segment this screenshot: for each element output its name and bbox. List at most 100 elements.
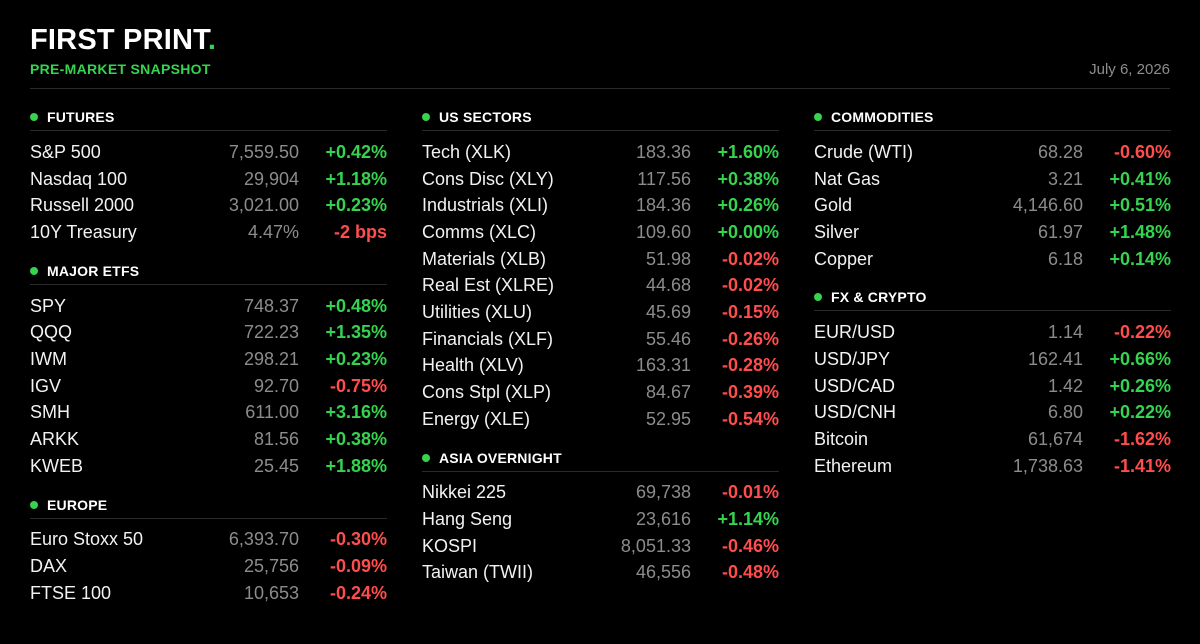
section-us-sectors: US SECTORS Tech (XLK) 183.36 +1.60% Cons Dis…	[422, 104, 779, 433]
instrument-change: +0.14%	[1109, 248, 1171, 269]
column-2: US SECTORS Tech (XLK) 183.36 +1.60% Cons Dis…	[422, 104, 779, 598]
section-futures: FUTURES S&P 500 7,559.50 +0.42% Nasdaq 100 29…	[30, 104, 387, 246]
instrument-change: +0.66%	[1109, 348, 1171, 369]
instrument-value: 92.70	[253, 375, 299, 396]
instrument-name: Health (XLV)	[422, 355, 524, 376]
instrument-name: FTSE 100	[30, 582, 112, 603]
instrument-name: Financials (XLF)	[422, 328, 554, 349]
instrument-change: -0.54%	[721, 408, 779, 429]
quote-row: Gold 4,146.60 +0.51%	[814, 192, 1171, 219]
instrument-value: 46,556	[635, 562, 691, 583]
quote-row: Nasdaq 100 29,904 +1.18%	[30, 166, 387, 193]
instrument-value: 61,674	[1027, 429, 1083, 450]
quote-row: Utilities (XLU) 45.69 -0.15%	[422, 299, 779, 326]
instrument-change: +0.38%	[717, 168, 779, 189]
section-header: ASIA OVERNIGHT	[422, 445, 779, 472]
instrument-name: Crude (WTI)	[814, 141, 913, 162]
section-title: US SECTORS	[439, 109, 532, 125]
instrument-name: KWEB	[30, 455, 84, 476]
instrument-name: Russell 2000	[30, 195, 135, 216]
quote-row: Russell 2000 3,021.00 +0.23%	[30, 192, 387, 219]
instrument-name: USD/JPY	[814, 348, 891, 369]
section-header: MAJOR ETFS	[30, 258, 387, 285]
section-title: FX & CRYPTO	[831, 289, 927, 306]
instrument-value: 51.98	[645, 248, 691, 269]
quote-row: Cons Disc (XLY) 117.56 +0.38%	[422, 166, 779, 193]
brand-dot: .	[207, 24, 217, 56]
instrument-name: SMH	[30, 402, 70, 423]
instrument-name: IWM	[30, 348, 67, 369]
section-header: FUTURES	[30, 104, 387, 131]
quote-row: Ethereum 1,738.63 -1.41%	[814, 453, 1171, 480]
instrument-value: 25,756	[243, 556, 299, 577]
instrument-change: -1.41%	[1113, 455, 1171, 476]
section-title: FUTURES	[47, 109, 115, 125]
quote-row: USD/CNH 6.80 +0.22%	[814, 400, 1171, 427]
brand-title-text: FIRST PRINT	[30, 24, 208, 56]
instrument-change: -1.62%	[1113, 429, 1171, 450]
instrument-change: +0.41%	[1109, 168, 1171, 189]
instrument-change: -0.48%	[721, 562, 779, 583]
instrument-name: Copper	[814, 248, 874, 269]
quote-row: IGV 92.70 -0.75%	[30, 373, 387, 400]
quote-row: Comms (XLC) 109.60 +0.00%	[422, 219, 779, 246]
section-header: US SECTORS	[422, 104, 779, 131]
instrument-change: +0.00%	[717, 221, 779, 242]
instrument-value: 81.56	[253, 429, 299, 450]
quote-row: Industrials (XLI) 184.36 +0.26%	[422, 192, 779, 219]
instrument-name: Tech (XLK)	[422, 141, 512, 162]
section-asia-overnight: ASIA OVERNIGHT Nikkei 225 69,738 -0.01% Hang…	[422, 445, 779, 587]
instrument-name: Real Est (XLRE)	[422, 275, 555, 296]
instrument-value: 1.14	[1047, 322, 1083, 343]
quote-row: USD/JPY 162.41 +0.66%	[814, 346, 1171, 373]
quote-row: Materials (XLB) 51.98 -0.02%	[422, 246, 779, 273]
instrument-value: 109.60	[635, 221, 691, 242]
instrument-value: 611.00	[245, 402, 299, 423]
instrument-value: 61.97	[1037, 221, 1083, 242]
instrument-change: -0.01%	[721, 482, 779, 503]
instrument-value: 23,616	[635, 509, 691, 530]
instrument-name: Utilities (XLU)	[422, 301, 533, 322]
section-header: EUROPE	[30, 492, 387, 519]
quote-row: Copper 6.18 +0.14%	[814, 246, 1171, 273]
instrument-name: Euro Stoxx 50	[30, 529, 144, 550]
quote-row: S&P 500 7,559.50 +0.42%	[30, 139, 387, 166]
quote-row: Silver 61.97 +1.48%	[814, 219, 1171, 246]
quote-row: Real Est (XLRE) 44.68 -0.02%	[422, 272, 779, 299]
instrument-value: 25.45	[253, 455, 299, 476]
instrument-change: +0.48%	[325, 295, 387, 316]
instrument-name: KOSPI	[422, 535, 478, 556]
quote-row: DAX 25,756 -0.09%	[30, 553, 387, 580]
header: FIRST PRINT. PRE-MARKET SNAPSHOT July 6,…	[30, 24, 1170, 89]
section-europe: EUROPE Euro Stoxx 50 6,393.70 -0.30% DAX 25,7…	[30, 492, 387, 607]
instrument-name: Cons Stpl (XLP)	[422, 382, 552, 403]
quote-row: Nikkei 225 69,738 -0.01%	[422, 480, 779, 507]
instrument-change: +0.23%	[325, 195, 387, 216]
instrument-name: Materials (XLB)	[422, 248, 547, 269]
green-dot-icon	[30, 113, 38, 121]
quote-row: Taiwan (TWII) 46,556 -0.48%	[422, 560, 779, 587]
instrument-value: 183.36	[635, 141, 691, 162]
instrument-value: 52.95	[645, 408, 691, 429]
instrument-name: Cons Disc (XLY)	[422, 168, 554, 189]
quote-row: Hang Seng 23,616 +1.14%	[422, 506, 779, 533]
instrument-name: Comms (XLC)	[422, 221, 537, 242]
instrument-change: -2 bps	[333, 221, 387, 242]
instrument-value: 162.41	[1027, 348, 1083, 369]
instrument-change: +0.42%	[325, 141, 387, 162]
instrument-value: 29,904	[243, 168, 299, 189]
instrument-name: S&P 500	[30, 141, 101, 162]
instrument-name: QQQ	[30, 322, 73, 343]
instrument-name: USD/CNH	[814, 402, 897, 423]
instrument-value: 45.69	[645, 301, 691, 322]
instrument-value: 44.68	[645, 275, 691, 296]
column-1: FUTURES S&P 500 7,559.50 +0.42% Nasdaq 100 29…	[30, 104, 387, 619]
instrument-change: +0.38%	[325, 429, 387, 450]
instrument-change: -0.02%	[721, 275, 779, 296]
instrument-value: 163.31	[635, 355, 691, 376]
quote-row: Cons Stpl (XLP) 84.67 -0.39%	[422, 379, 779, 406]
instrument-name: Nat Gas	[814, 168, 881, 189]
green-dot-icon	[422, 113, 430, 121]
instrument-value: 4.47%	[247, 221, 299, 242]
section-title: EUROPE	[47, 496, 108, 513]
